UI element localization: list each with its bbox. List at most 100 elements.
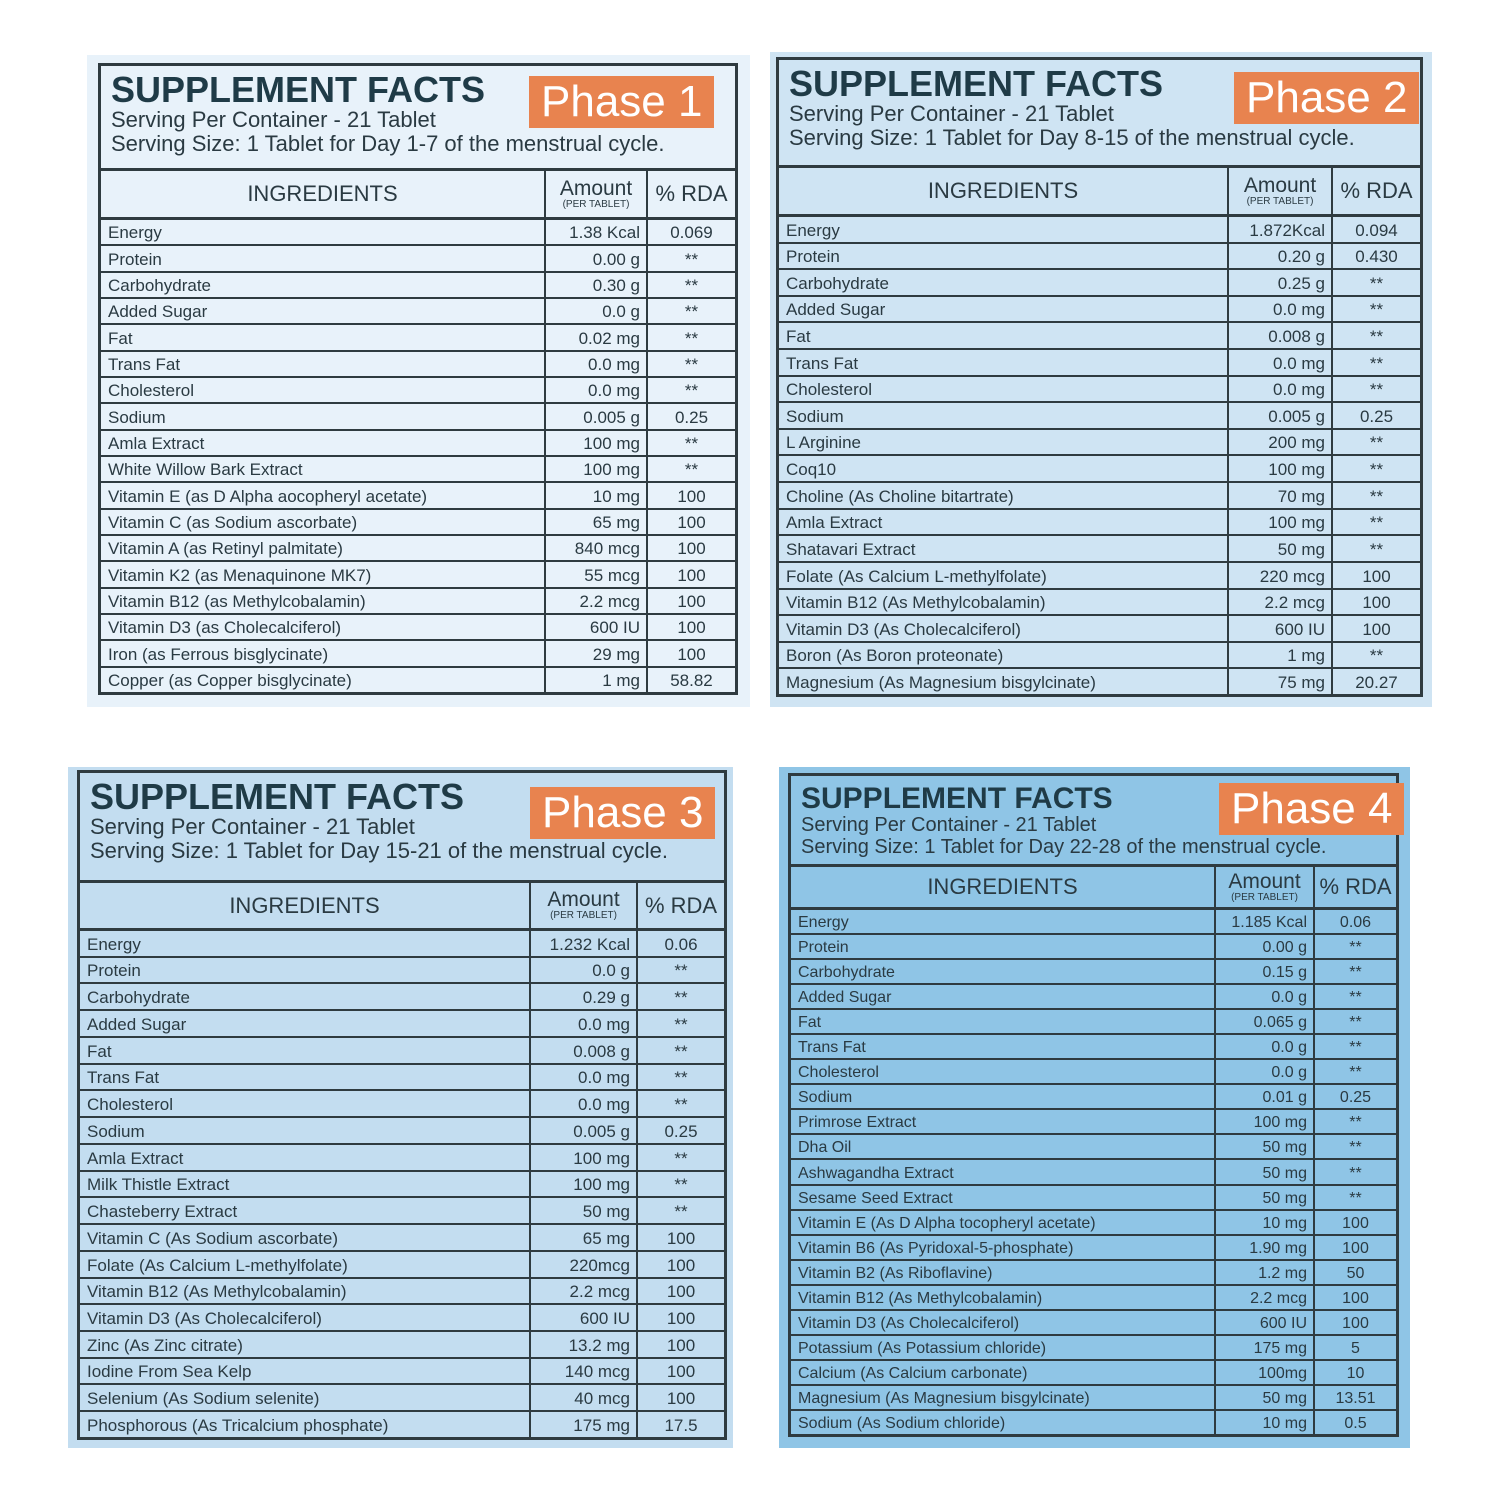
ingredient-rda: ** <box>1369 433 1384 453</box>
supplement-facts-panel-phase-4: SUPPLEMENT FACTS Serving Per Container -… <box>779 767 1410 1448</box>
rda-header: % RDA <box>1340 178 1413 203</box>
ingredient-name: Magnesium (As Magnesium bisgylcinate) <box>779 669 1229 694</box>
ingredient-rda: ** <box>1349 1164 1362 1182</box>
ingredient-amount: 0.0 mg <box>531 1091 638 1117</box>
column-header: INGREDIENTS Amount (PER TABLET) % RDA <box>779 168 1420 217</box>
ingredient-amount: 220mcg <box>531 1251 638 1277</box>
ingredient-rda: 100 <box>666 1389 696 1409</box>
ingredient-amount: 50 mg <box>531 1198 638 1224</box>
ingredient-name: Vitamin B12 (as Methylcobalamin) <box>101 588 546 613</box>
ingredient-amount: 0.0 g <box>531 957 638 983</box>
ingredient-name: Zinc (As Zinc citrate) <box>80 1332 531 1357</box>
ingredient-amount: 50 mg <box>1216 1160 1315 1184</box>
ingredient-rda: ** <box>684 354 699 374</box>
ingredient-name: Protein <box>80 957 531 983</box>
ingredient-rda: ** <box>674 1175 688 1195</box>
ingredient-row: L Arginine 200 mg ** <box>779 429 1420 457</box>
ingredient-amount: 600 IU <box>1229 616 1333 641</box>
ingredient-row: Vitamin D3 (As Cholecalciferol) 600 IU 1… <box>791 1310 1396 1336</box>
ingredient-rda: 20.27 <box>1355 672 1398 692</box>
ingredient-rda: 100 <box>666 1228 696 1248</box>
ingredient-row: Boron (As Boron proteonate) 1 mg ** <box>779 642 1420 670</box>
ingredient-row: Added Sugar 0.0 mg ** <box>779 296 1420 324</box>
ingredient-rda: ** <box>1349 1039 1362 1057</box>
ingredient-name: Folate (As Calcium L-methylfolate) <box>779 562 1229 588</box>
ingredient-name: Folate (As Calcium L-methylfolate) <box>80 1251 531 1277</box>
ingredient-name: Energy <box>791 910 1216 934</box>
facts-title: SUPPLEMENT FACTS <box>801 782 1113 815</box>
ingredient-amount: 600 IU <box>1216 1310 1315 1334</box>
serving-per-container: Serving Per Container - 21 Tablet <box>801 814 1097 836</box>
ingredient-rda: ** <box>684 249 699 269</box>
ingredient-row: Amla Extract 100 mg ** <box>80 1144 724 1172</box>
ingredient-rda: ** <box>674 1202 688 1222</box>
ingredient-row: Copper (as Copper bisglycinate) 1 mg 58.… <box>101 667 735 692</box>
ingredient-rda: 100 <box>666 1362 696 1382</box>
ingredient-name: Vitamin D3 (As Cholecalciferol) <box>791 1310 1216 1334</box>
ingredient-amount: 10 mg <box>1216 1210 1315 1234</box>
ingredient-rda: 5 <box>1351 1339 1360 1357</box>
ingredient-name: Vitamin D3 (As Cholecalciferol) <box>779 616 1229 641</box>
ingredient-amount: 0.29 g <box>531 984 638 1010</box>
ingredient-rda: ** <box>1349 989 1362 1007</box>
ingredient-name: Choline (As Choline bitartrate) <box>779 483 1229 508</box>
ingredient-name: Iodine From Sea Kelp <box>80 1358 531 1384</box>
ingredient-rda: 100 <box>677 512 706 532</box>
ingredient-name: Dha Oil <box>791 1135 1216 1159</box>
ingredient-rda: ** <box>1369 513 1384 533</box>
ingredient-rda: 100 <box>1362 566 1391 586</box>
ingredient-name: Carbohydrate <box>80 984 531 1010</box>
ingredient-amount: 140 mcg <box>531 1358 638 1384</box>
ingredient-name: Energy <box>80 931 531 956</box>
ingredient-row: Protein 0.00 g ** <box>791 935 1396 961</box>
ingredient-name: Cholesterol <box>101 377 546 403</box>
ingredient-amount: 50 mg <box>1216 1135 1315 1159</box>
ingredient-name: Vitamin A (as Retinyl palmitate) <box>101 535 546 561</box>
ingredient-row: Ashwagandha Extract 50 mg ** <box>791 1160 1396 1186</box>
ingredient-rda: 0.06 <box>664 934 698 954</box>
ingredient-rda: 58.82 <box>670 670 713 690</box>
ingredient-amount: 100 mg <box>1216 1110 1315 1134</box>
ingredient-row: Coq10 100 mg ** <box>779 456 1420 484</box>
ingredient-row: Vitamin E (As D Alpha tocopheryl acetate… <box>791 1210 1396 1236</box>
ingredient-name: Added Sugar <box>101 298 546 324</box>
ingredient-row: Vitamin E (as D Alpha aocopheryl acetate… <box>101 483 735 510</box>
ingredient-name: Selenium (As Sodium selenite) <box>80 1385 531 1411</box>
ingredient-name: Vitamin C (As Sodium ascorbate) <box>80 1225 531 1250</box>
ingredient-row: Iodine From Sea Kelp 140 mcg 100 <box>80 1358 724 1386</box>
ingredient-row: Energy 1.38 Kcal 0.069 <box>101 220 735 247</box>
ingredient-row: Magnesium (As Magnesium bisgylcinate) 50… <box>791 1385 1396 1411</box>
ingredient-rda: ** <box>1349 939 1362 957</box>
ingredient-name: White Willow Bark Extract <box>101 456 546 482</box>
ingredient-amount: 220 mcg <box>1229 562 1333 588</box>
ingredient-row: Fat 0.065 g ** <box>791 1010 1396 1036</box>
supplement-facts-panel-phase-2: SUPPLEMENT FACTS Serving Per Container -… <box>770 52 1432 707</box>
ingredient-amount: 50 mg <box>1216 1385 1315 1409</box>
ingredient-row: Sodium 0.01 g 0.25 <box>791 1085 1396 1111</box>
amount-header: Amount (PER TABLET) <box>531 883 638 928</box>
ingredient-row: Vitamin K2 (as Menaquinone MK7) 55 mcg 1… <box>101 562 735 589</box>
ingredient-name: Trans Fat <box>779 350 1229 375</box>
ingredient-rda: 100 <box>1362 619 1391 639</box>
ingredient-name: Copper (as Copper bisglycinate) <box>101 667 546 692</box>
ingredient-rda: ** <box>1349 964 1362 982</box>
ingredient-rda: ** <box>1369 539 1384 559</box>
ingredient-amount: 175 mg <box>1216 1335 1315 1359</box>
ingredient-rda: 0.094 <box>1355 220 1398 240</box>
ingredient-row: Vitamin B12 (as Methylcobalamin) 2.2 mcg… <box>101 588 735 615</box>
ingredient-name: Vitamin C (as Sodium ascorbate) <box>101 509 546 534</box>
per-tablet-label: (PER TABLET) <box>550 910 617 921</box>
ingredient-row: Zinc (As Zinc citrate) 13.2 mg 100 <box>80 1332 724 1359</box>
ingredient-amount: 50 mg <box>1216 1185 1315 1209</box>
serving-per-container: Serving Per Container - 21 Tablet <box>90 814 415 839</box>
ingredient-name: Chasteberry Extract <box>80 1198 531 1224</box>
ingredient-amount: 2.2 mcg <box>1229 589 1333 615</box>
facts-table: SUPPLEMENT FACTS Serving Per Container -… <box>77 770 727 1440</box>
ingredient-rda: ** <box>1369 646 1384 666</box>
ingredient-amount: 100 mg <box>531 1171 638 1197</box>
ingredient-amount: 0.01 g <box>1216 1085 1315 1109</box>
ingredient-name: Trans Fat <box>101 351 546 376</box>
ingredient-row: Folate (As Calcium L-methylfolate) 220mc… <box>80 1251 724 1279</box>
ingredient-row: Carbohydrate 0.15 g ** <box>791 960 1396 986</box>
rda-header: % RDA <box>655 181 728 206</box>
